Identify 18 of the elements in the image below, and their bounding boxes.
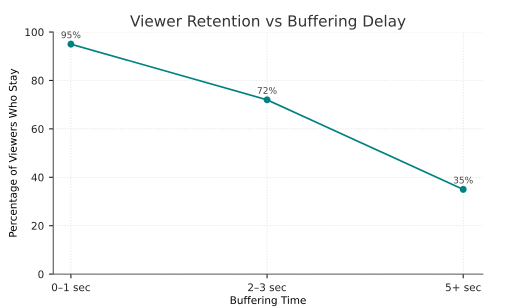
chart-title: Viewer Retention vs Buffering Delay [130, 14, 406, 30]
y-tick-label: 40 [31, 174, 44, 182]
point [460, 186, 467, 193]
x-axis-title: Buffering Time [230, 296, 306, 306]
data-label: 95% [61, 31, 80, 38]
y-tick-label: 0 [38, 270, 44, 278]
x-tick-label: 5+ sec [446, 283, 481, 292]
x-tick-label: 2–3 sec [248, 283, 286, 292]
y-tick-label: 20 [32, 222, 44, 230]
y-tick-label: 60 [32, 125, 44, 133]
data-label: 35% [454, 176, 473, 184]
y-tick-label: 100 [25, 28, 44, 36]
x-tick-label: 0–1 sec [52, 283, 90, 292]
y-axis-title: Percentage of Viewers Who Stay [8, 68, 19, 237]
point [67, 40, 74, 48]
point [264, 96, 271, 104]
data-label: 72% [258, 87, 277, 94]
y-tick-label: 80 [32, 76, 44, 85]
